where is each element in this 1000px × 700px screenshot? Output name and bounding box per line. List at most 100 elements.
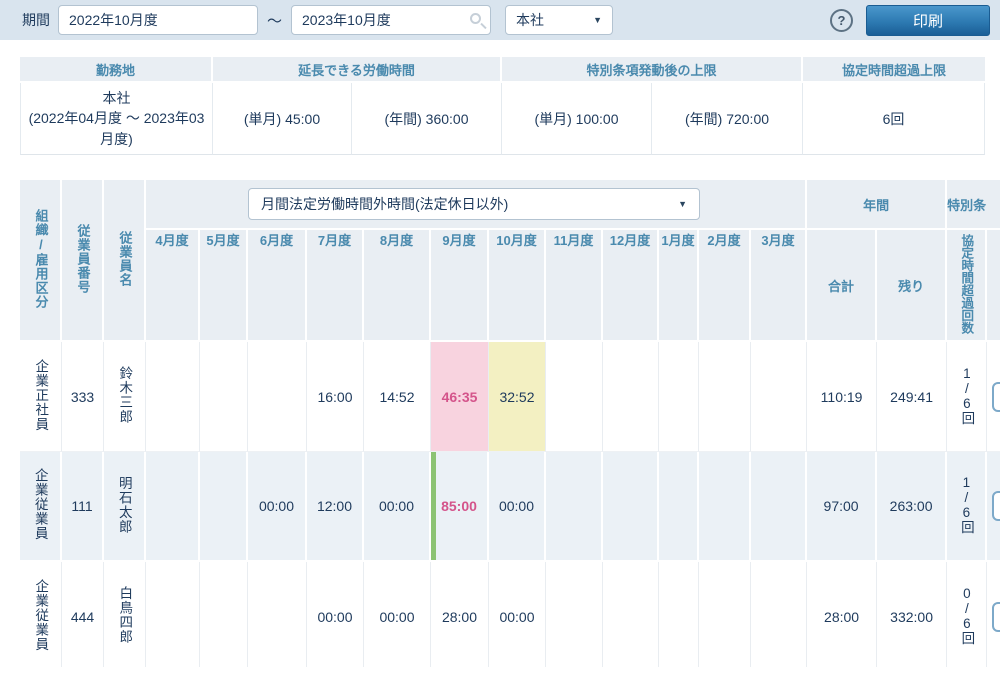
month-value-cell (603, 562, 659, 667)
annual-remaining-header: 残り (877, 230, 948, 342)
month-value-cell: 28:00 (431, 562, 489, 667)
month-value-cell (248, 562, 307, 667)
annual-remaining-cell: 249:41 (877, 342, 948, 452)
exceed-count-cell-text: 1/6回 (958, 475, 974, 534)
month-value-cell (200, 562, 248, 667)
exceed-count-cell: 1/6回 (947, 452, 988, 562)
special-month-cell: (単月) 100:00 (502, 83, 652, 155)
month-value-cell (699, 452, 751, 562)
org-division-cell: 企業正社員 (20, 342, 62, 452)
subheader-row: 4月度 5月度 6月度 7月度 8月度 9月度 10月度 11月度 12月度 1月度 2月度 3月度合… (20, 230, 1000, 342)
summary-data-row: 本社 (2022年04月度 ～ 2023年03月度) (単月) 45:00 (年… (20, 83, 986, 155)
row-action-cell (987, 342, 1000, 452)
month-value-cell: 46:35 (431, 342, 489, 452)
month-header-6: 9月度 (431, 230, 489, 342)
overtime-table-container: 組織/雇用区分 従業員番号 従業員名 月間法定労働時間外時間(法定休日以外) ▼… (20, 180, 1000, 667)
month-value-cell (546, 452, 603, 562)
month-value-cell (751, 562, 808, 667)
exceed-count-cell: 0/6回 (947, 562, 988, 667)
extendable-month-cell: (単月) 45:00 (213, 83, 352, 155)
exceed-limit-header: 協定時間超過上限 (803, 57, 986, 83)
month-value-cell (699, 562, 751, 667)
employee-name-cell: 鈴木三郎 (104, 342, 146, 452)
month-header-10: 1月度 (659, 230, 699, 342)
month-header-5: 8月度 (364, 230, 431, 342)
exceed-count-cell-text: 0/6回 (959, 585, 975, 645)
annual-total-cell: 110:19 (807, 342, 878, 452)
employee-name-cell: 明石太郎 (104, 452, 146, 562)
month-value-cell: 00:00 (489, 452, 546, 562)
annual-total-cell: 28:00 (807, 562, 878, 667)
org-division-cell-text: 企業正社員 (33, 358, 49, 432)
search-icon (470, 13, 482, 24)
annual-group-header: 年間 (807, 180, 948, 230)
annual-remaining-cell: 263:00 (877, 452, 948, 562)
month-value-cell (751, 342, 808, 452)
month-header-9: 12月度 (603, 230, 659, 342)
month-value-cell (603, 452, 659, 562)
extendable-hours-header: 延長できる労働時間 (213, 57, 502, 83)
row-action-button[interactable] (992, 381, 1000, 412)
employee-number-cell: 444 (62, 562, 104, 667)
month-header-4: 7月度 (307, 230, 364, 342)
month-value-cell (546, 562, 603, 667)
period-separator: ～ (267, 12, 283, 30)
employee-row: 企業従業員 111 明石太郎 00:00 12:00 00:00 85:00 00:00 97:… (20, 452, 1000, 562)
month-value-cell: 00:00 (364, 452, 431, 562)
period-from-input[interactable]: 2022年10月度 (58, 5, 258, 35)
workplace-header: 勤務地 (20, 57, 213, 83)
annual-total-cell: 97:00 (807, 452, 878, 562)
special-year-cell: (年間) 720:00 (652, 83, 804, 155)
month-value-cell (659, 452, 699, 562)
office-select[interactable]: 本社 ▼ (505, 5, 614, 35)
month-header-3: 6月度 (248, 230, 307, 342)
org-division-cell: 企業従業員 (20, 562, 62, 667)
org-division-cell-text: 企業従業員 (33, 578, 49, 652)
clipped-column-header (987, 230, 1000, 342)
question-icon: ? (837, 12, 846, 28)
row-action-cell (987, 562, 1000, 667)
employee-number-cell: 111 (62, 452, 104, 562)
month-value-cell (659, 342, 699, 452)
employee-number-header: 従業員番号 (62, 180, 104, 342)
exceed-count-header: 協定時間超過回数 (947, 230, 988, 342)
month-value-cell (659, 562, 699, 667)
employee-name-cell-text: 鈴木三郎 (117, 366, 133, 424)
period-to-input[interactable]: 2023年10月度 (291, 5, 492, 35)
print-button[interactable]: 印刷 (866, 4, 990, 36)
employee-name-cell-text: 白鳥四郎 (117, 586, 133, 644)
help-button[interactable]: ? (830, 8, 853, 32)
employee-number-cell: 333 (62, 342, 104, 452)
office-select-value: 本社 (516, 12, 545, 28)
special-clause-group-header: 特別条 (947, 180, 1000, 230)
employee-name-header: 従業員名 (104, 180, 146, 342)
overtime-management-screen: 期間 2022年10月度 ～ 2023年10月度 本社 ▼ ? 印刷 勤務地 延… (0, 0, 1000, 667)
special-clause-limit-header: 特別条項発動後の上限 (502, 57, 804, 83)
chevron-down-icon: ▼ (678, 199, 687, 209)
month-value-cell: 14:52 (364, 342, 431, 452)
month-value-cell (200, 452, 248, 562)
metric-select[interactable]: 月間法定労働時間外時間(法定休日以外) ▼ (248, 188, 700, 220)
month-value-cell (751, 452, 808, 562)
month-value-cell (146, 562, 200, 667)
row-action-button[interactable] (992, 601, 1000, 632)
month-value-cell: 00:00 (364, 562, 431, 667)
period-label: 期間 (22, 12, 50, 28)
workplace-name: 本社 (102, 90, 131, 107)
month-value-cell: 85:00 (431, 452, 489, 562)
month-header-1: 4月度 (146, 230, 200, 342)
month-header-12: 3月度 (751, 230, 808, 342)
month-value-cell (546, 342, 603, 452)
exceed-limit-cell: 6回 (803, 83, 986, 155)
exceed-count-cell-text: 1/6回 (959, 365, 975, 425)
month-value-cell: 00:00 (248, 452, 307, 562)
month-value-cell (248, 342, 307, 452)
row-action-button[interactable] (992, 491, 1000, 521)
extendable-year-cell: (年間) 360:00 (352, 83, 502, 155)
summary-header-row: 勤務地 延長できる労働時間 特別条項発動後の上限 協定時間超過上限 (20, 57, 986, 83)
exceed-count-cell: 1/6回 (947, 342, 988, 452)
month-value-cell: 00:00 (307, 562, 364, 667)
month-header-11: 2月度 (699, 230, 751, 342)
metric-header-cell: 月間法定労働時間外時間(法定休日以外) ▼ (146, 180, 808, 230)
month-value-cell (146, 452, 200, 562)
